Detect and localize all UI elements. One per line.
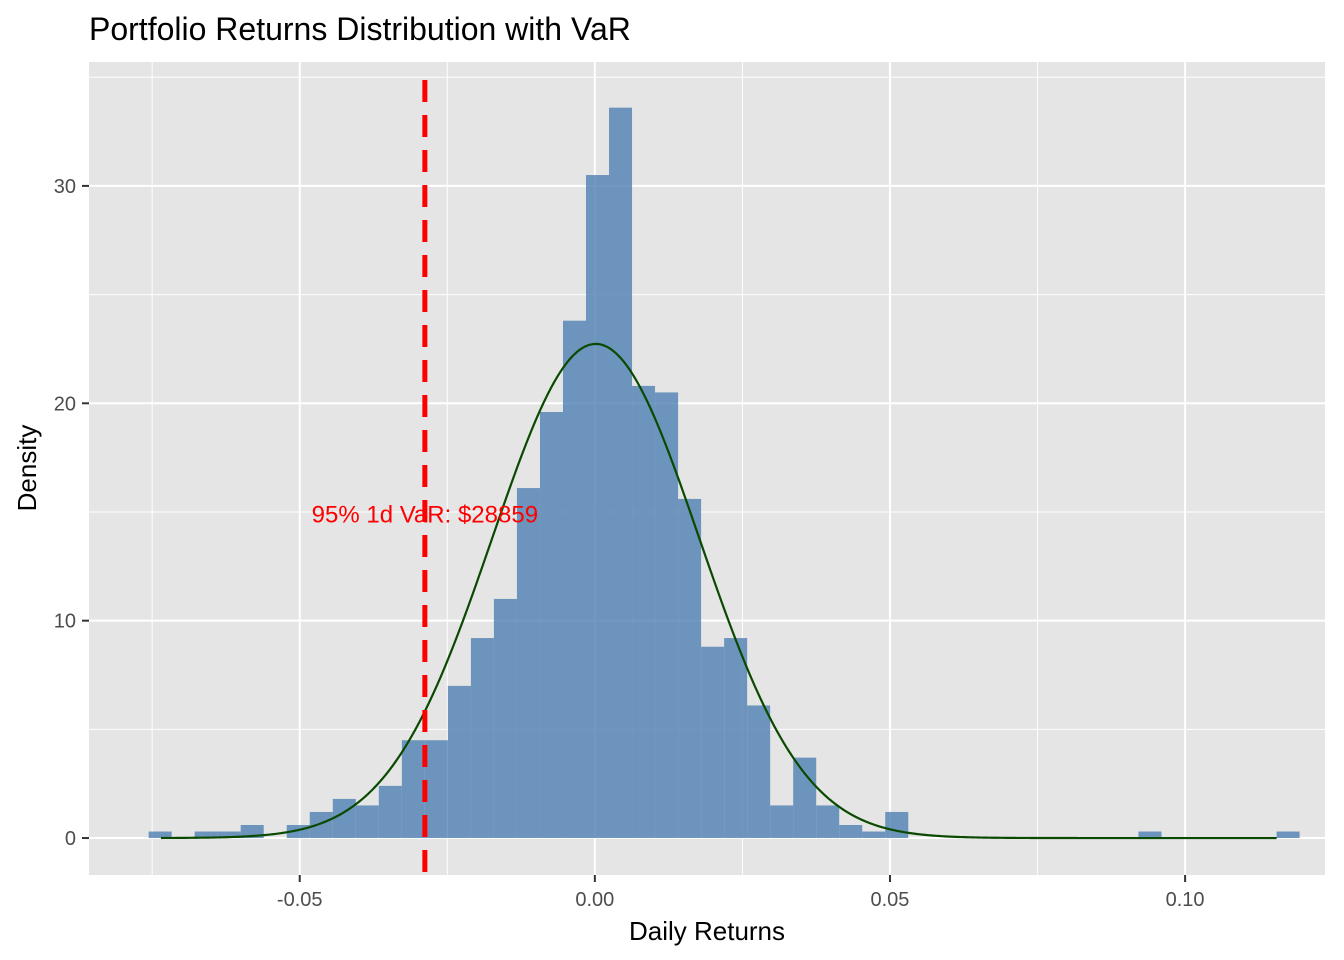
y-tick-label: 0	[65, 828, 76, 850]
histogram-bar	[793, 757, 817, 839]
histogram-bar	[609, 107, 633, 839]
var-label: 95% 1d VaR: $28859	[312, 502, 538, 529]
histogram-bar	[401, 740, 425, 839]
histogram-bar	[539, 411, 563, 839]
histogram-bar	[148, 831, 172, 839]
histogram-bar	[632, 385, 656, 839]
y-axis: 0 10 20 30	[54, 176, 89, 850]
x-axis: -0.05 0.00 0.05 0.10	[277, 875, 1205, 911]
histogram-bar	[701, 646, 725, 839]
histogram-bar	[862, 831, 886, 839]
histogram-bar	[194, 831, 218, 839]
y-tick-label: 30	[54, 176, 76, 198]
grid-minor	[89, 62, 1325, 875]
histogram-bar	[516, 488, 540, 839]
histogram-bar	[770, 805, 794, 839]
histogram-bar	[585, 175, 610, 839]
x-tick-label: 0.10	[1166, 889, 1205, 911]
y-axis-title: Density	[12, 425, 42, 512]
chart-title: Portfolio Returns Distribution with VaR	[89, 11, 631, 47]
histogram-bar	[355, 805, 379, 839]
histogram-bar	[424, 740, 448, 839]
histogram-bar	[493, 598, 517, 839]
x-axis-title: Daily Returns	[629, 916, 785, 946]
x-tick-label: 0.00	[575, 889, 614, 911]
histogram-bar	[724, 638, 748, 839]
x-tick-label: 0.05	[871, 889, 910, 911]
histogram-bar	[839, 825, 863, 839]
histogram-bar	[562, 320, 586, 839]
normal-fit-curve	[161, 342, 1277, 840]
histogram-bar	[309, 811, 333, 839]
histogram-bar	[378, 785, 402, 839]
histogram-bar	[1138, 831, 1162, 839]
histogram-bar	[217, 831, 241, 839]
histogram-bar	[678, 498, 702, 839]
histogram-bar	[470, 638, 494, 839]
histogram-bar	[885, 811, 909, 839]
y-tick-label: 20	[54, 393, 76, 415]
histogram-bar	[655, 392, 679, 839]
histogram-bar	[816, 805, 840, 839]
x-tick-label: -0.05	[277, 889, 323, 911]
histogram-bar	[447, 685, 471, 839]
y-tick-label: 10	[54, 611, 76, 633]
histogram-bars	[148, 107, 1300, 839]
histogram-bar	[747, 705, 771, 839]
histogram-bar	[1276, 831, 1300, 839]
histogram-bar	[332, 798, 356, 839]
